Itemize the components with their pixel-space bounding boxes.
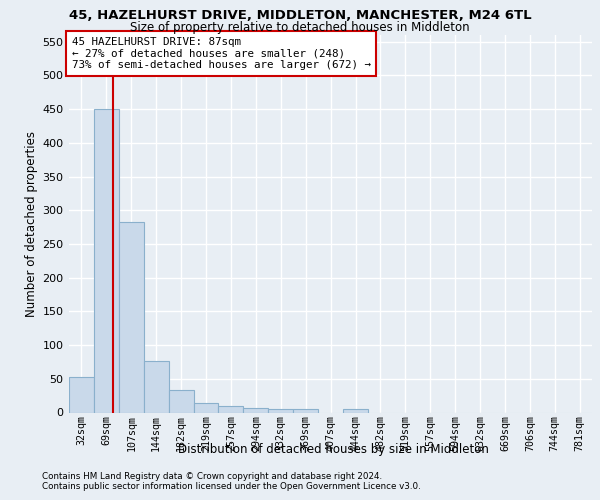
Text: 45 HAZELHURST DRIVE: 87sqm
← 27% of detached houses are smaller (248)
73% of sem: 45 HAZELHURST DRIVE: 87sqm ← 27% of deta… — [71, 37, 371, 70]
Bar — [343, 409, 368, 412]
Text: Distribution of detached houses by size in Middleton: Distribution of detached houses by size … — [178, 442, 488, 456]
Bar — [218, 406, 244, 412]
Text: Contains HM Land Registry data © Crown copyright and database right 2024.: Contains HM Land Registry data © Crown c… — [42, 472, 382, 481]
Bar — [144, 360, 169, 412]
Text: Size of property relative to detached houses in Middleton: Size of property relative to detached ho… — [130, 21, 470, 34]
Text: 45, HAZELHURST DRIVE, MIDDLETON, MANCHESTER, M24 6TL: 45, HAZELHURST DRIVE, MIDDLETON, MANCHES… — [68, 9, 532, 22]
Bar — [268, 409, 293, 412]
Bar — [293, 409, 318, 412]
Bar — [194, 403, 218, 412]
Bar — [94, 109, 119, 412]
Bar — [69, 378, 94, 412]
Bar — [244, 408, 268, 412]
Bar — [169, 390, 194, 412]
Text: Contains public sector information licensed under the Open Government Licence v3: Contains public sector information licen… — [42, 482, 421, 491]
Bar — [119, 222, 144, 412]
Y-axis label: Number of detached properties: Number of detached properties — [25, 130, 38, 317]
